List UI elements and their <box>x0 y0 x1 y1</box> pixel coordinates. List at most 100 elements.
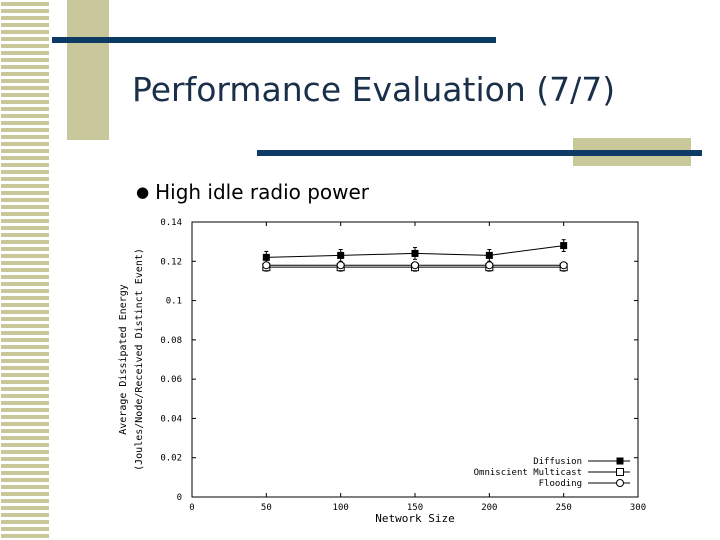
stripe <box>1 177 49 181</box>
stripe <box>1 317 49 321</box>
bullet-text: High idle radio power <box>155 180 370 204</box>
x-axis-label: Network Size <box>375 512 454 525</box>
title-bar-bottom <box>257 150 702 156</box>
stripe <box>1 184 49 188</box>
stripe <box>1 331 49 335</box>
x-tick-label: 50 <box>261 503 272 513</box>
marker-filled-square <box>560 242 568 250</box>
x-tick-label: 100 <box>333 503 349 513</box>
stripe <box>1 86 49 90</box>
y-tick-label: 0.02 <box>160 454 182 464</box>
x-tick-label: 200 <box>481 503 497 513</box>
stripe <box>1 436 49 440</box>
stripe <box>1 450 49 454</box>
stripe <box>1 51 49 55</box>
y-tick-label: 0 <box>177 493 182 503</box>
striped-sidebar-decoration <box>1 2 49 538</box>
stripe <box>1 226 49 230</box>
stripe <box>1 65 49 69</box>
stripe <box>1 170 49 174</box>
stripe <box>1 261 49 265</box>
marker-filled-square <box>616 457 624 465</box>
y-axis-label: Average Dissipated Energy <box>118 284 129 435</box>
stripe <box>1 422 49 426</box>
stripe <box>1 513 49 517</box>
stripe <box>1 310 49 314</box>
y-tick-label: 0.04 <box>160 414 182 424</box>
stripe <box>1 268 49 272</box>
accent-block-top <box>67 0 109 140</box>
energy-chart: 0 50 100 150 200 250 300 0 0.02 0.04 0.06 0.08 0.1 0.… <box>118 218 646 525</box>
stripe <box>1 79 49 83</box>
stripe <box>1 352 49 356</box>
stripe <box>1 373 49 377</box>
stripe <box>1 338 49 342</box>
legend-label: Diffusion <box>533 457 582 467</box>
stripe <box>1 520 49 524</box>
stripe <box>1 359 49 363</box>
legend-label: Omniscient Multicast <box>474 468 582 478</box>
stripe <box>1 9 49 13</box>
marker-open-circle <box>262 261 271 270</box>
stripe <box>1 464 49 468</box>
stripe <box>1 219 49 223</box>
stripe <box>1 471 49 475</box>
stripe <box>1 275 49 279</box>
marker-open-circle <box>559 261 568 270</box>
marker-filled-square <box>411 249 419 257</box>
stripe <box>1 534 49 538</box>
stripe <box>1 142 49 146</box>
stripe <box>1 107 49 111</box>
marker-filled-square <box>485 251 493 259</box>
stripe <box>1 527 49 531</box>
bullet-item: ● High idle radio power <box>136 180 369 204</box>
stripe <box>1 30 49 34</box>
x-tick-label: 0 <box>189 503 194 513</box>
stripe <box>1 366 49 370</box>
stripe <box>1 303 49 307</box>
stripe <box>1 121 49 125</box>
x-tick-label: 300 <box>630 503 646 513</box>
y-tick-label: 0.12 <box>160 257 182 267</box>
stripe <box>1 485 49 489</box>
stripe <box>1 163 49 167</box>
marker-open-circle <box>485 261 494 270</box>
stripe <box>1 191 49 195</box>
x-tick-label: 250 <box>556 503 572 513</box>
stripe <box>1 205 49 209</box>
series-0 <box>262 239 568 264</box>
marker-filled-square <box>337 251 345 259</box>
stripe <box>1 429 49 433</box>
stripe <box>1 37 49 41</box>
stripe <box>1 387 49 391</box>
y-tick-label: 0.08 <box>160 336 182 346</box>
stripe <box>1 16 49 20</box>
marker-open-circle <box>411 261 419 270</box>
stripe <box>1 492 49 496</box>
stripe <box>1 296 49 300</box>
stripe <box>1 282 49 286</box>
y-axis-label: (Joules/Node/Received Distinct Event) <box>134 248 145 471</box>
stripe <box>1 44 49 48</box>
stripe <box>1 324 49 328</box>
stripe <box>1 289 49 293</box>
stripe <box>1 128 49 132</box>
stripe <box>1 380 49 384</box>
stripe <box>1 100 49 104</box>
stripe <box>1 401 49 405</box>
marker-open-circle <box>616 479 624 487</box>
y-tick-label: 0.1 <box>166 297 182 307</box>
legend-label: Flooding <box>539 479 582 489</box>
stripe <box>1 72 49 76</box>
stripe <box>1 2 49 6</box>
stripe <box>1 23 49 27</box>
stripe <box>1 443 49 447</box>
y-tick-label: 0.14 <box>160 218 182 228</box>
stripe <box>1 394 49 398</box>
marker-open-square <box>616 468 624 476</box>
marker-open-circle <box>336 261 345 270</box>
x-tick-label: 150 <box>407 503 423 513</box>
stripe <box>1 58 49 62</box>
stripe <box>1 415 49 419</box>
